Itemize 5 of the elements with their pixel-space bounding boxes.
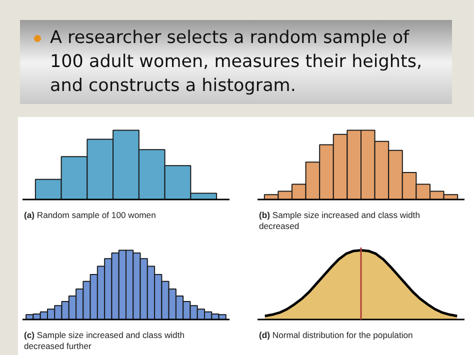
x-axis-title: (d) Normal distribution for the population [259, 330, 413, 341]
x-axis-title: (b) Sample size increased and class width decreased [259, 210, 421, 232]
x-axis-title: (a) Random sample of 100 women [24, 210, 156, 221]
x-axis-title: (c) Sample size increased and class width decreased further [24, 330, 186, 352]
text: A researcher selects a random sample of 100 adult women, measures their heights, and constructs a histogram. [20, 20, 452, 104]
